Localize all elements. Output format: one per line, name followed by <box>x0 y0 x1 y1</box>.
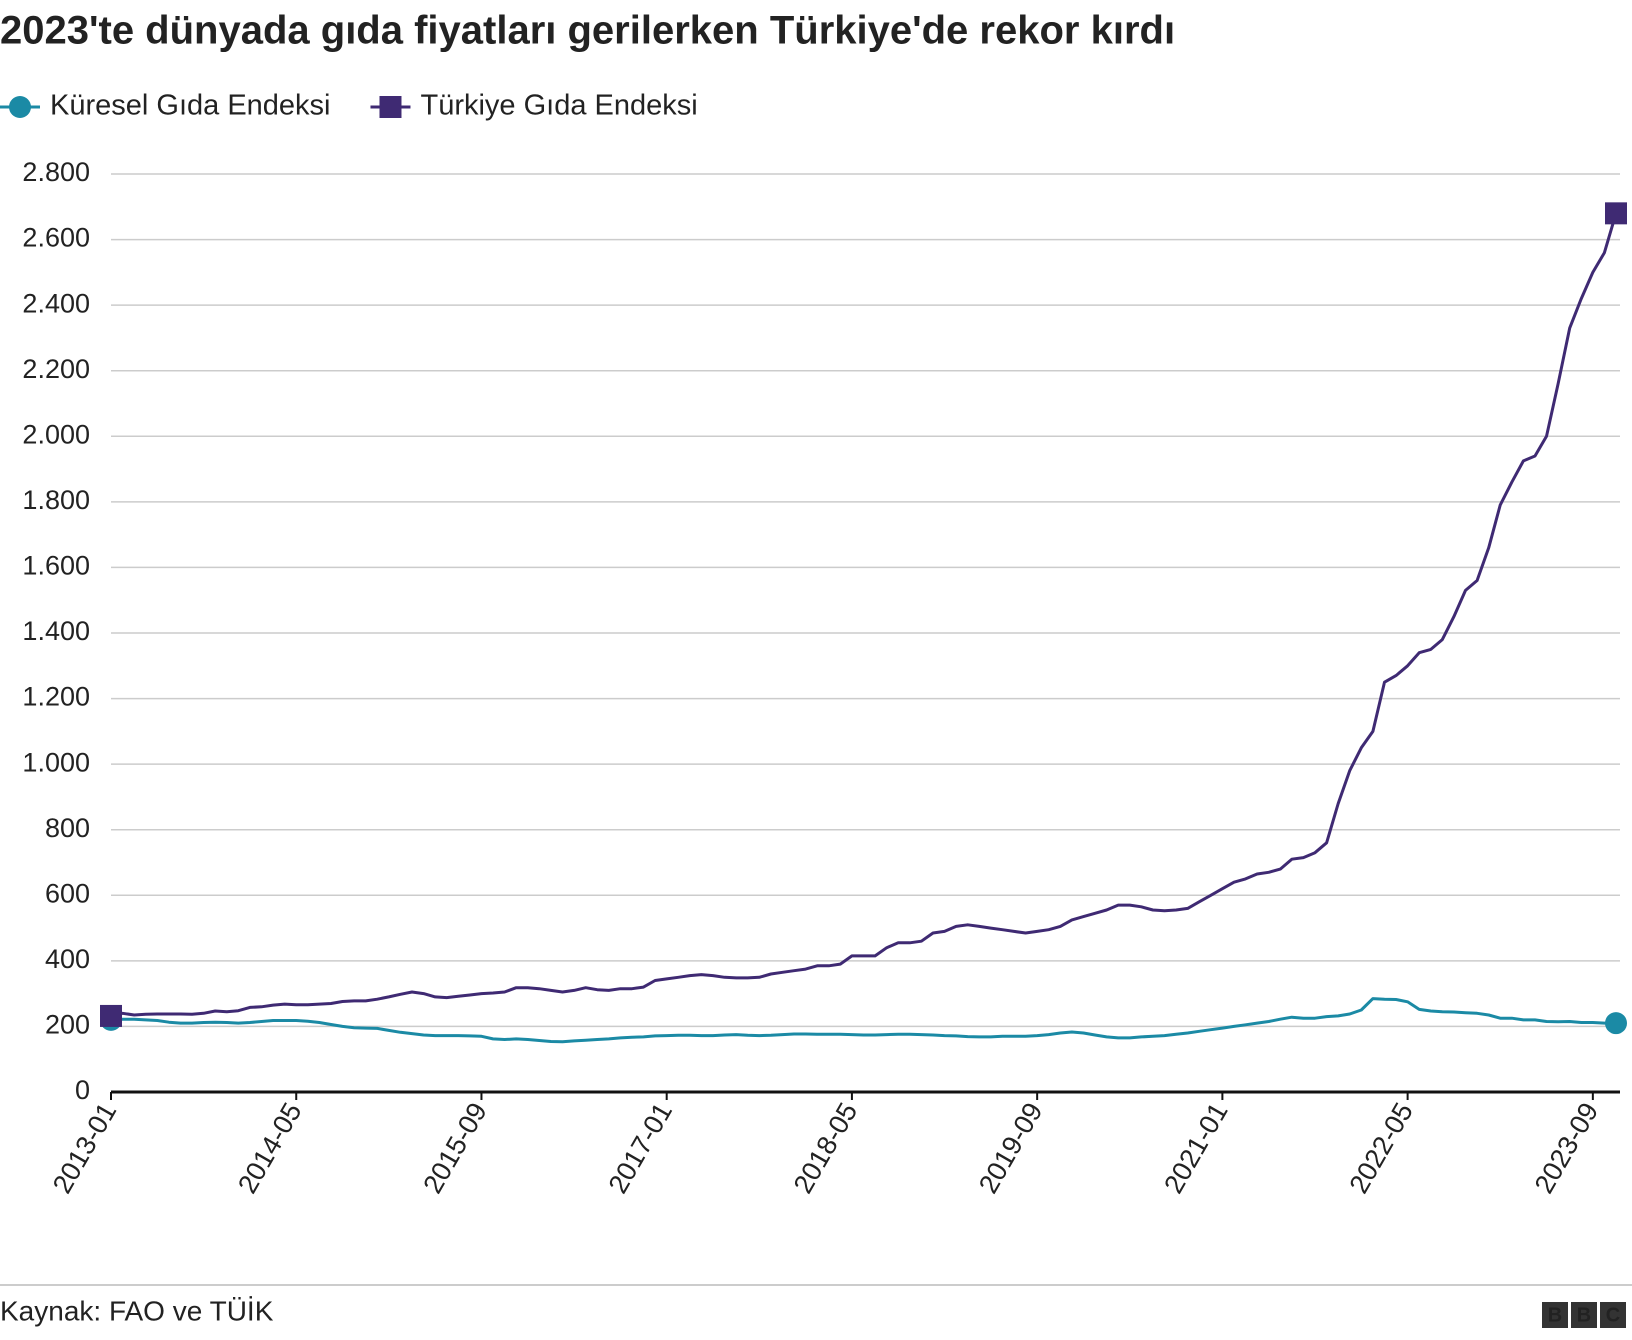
y-tick-label: 600 <box>45 878 90 908</box>
x-tick-label: 2013-01 <box>47 1098 123 1199</box>
end-marker <box>100 1004 122 1027</box>
y-tick-label: 1.600 <box>22 551 90 581</box>
x-tick-label: 2018-05 <box>788 1098 864 1199</box>
logo-letter: C <box>1606 1304 1620 1326</box>
chart-title: 2023'te dünyada gıda fiyatları gerilerke… <box>0 9 1175 53</box>
y-tick-label: 1.200 <box>22 682 90 712</box>
y-tick-label: 2.600 <box>22 223 90 253</box>
y-tick-label: 1.000 <box>22 747 90 777</box>
y-tick-label: 1.800 <box>22 485 90 515</box>
x-tick-label: 2023-09 <box>1529 1098 1605 1199</box>
series-line <box>110 212 1618 1018</box>
end-marker <box>1605 1012 1627 1035</box>
y-tick-label: 2.400 <box>22 288 90 318</box>
y-tick-label: 2.000 <box>22 419 90 449</box>
y-tick-label: 400 <box>45 944 90 974</box>
x-tick-label: 2022-05 <box>1343 1098 1419 1199</box>
y-tick-label: 200 <box>45 1010 90 1040</box>
end-marker <box>1605 202 1627 225</box>
y-tick-label: 2.200 <box>22 354 90 384</box>
x-tick-label: 2015-09 <box>417 1098 493 1199</box>
series-line <box>110 997 1616 1044</box>
logo-letter: B <box>1577 1304 1591 1326</box>
y-tick-label: 1.400 <box>22 616 90 646</box>
legend-label: Küresel Gıda Endeksi <box>50 90 330 122</box>
y-tick-label: 0 <box>75 1075 90 1105</box>
x-tick-label: 2014-05 <box>232 1098 308 1199</box>
y-tick-label: 2.800 <box>22 157 90 187</box>
logo <box>1542 1302 1626 1328</box>
x-tick-label: 2019-09 <box>973 1098 1049 1199</box>
legend-marker <box>379 96 402 118</box>
source: Kaynak: FAO ve TÜİK <box>0 1295 274 1326</box>
legend-label: Türkiye Gıda Endeksi <box>420 90 697 122</box>
legend-marker <box>9 96 31 118</box>
x-tick-label: 2017-01 <box>603 1098 679 1199</box>
logo-letter: B <box>1548 1304 1562 1326</box>
y-tick-label: 800 <box>45 813 90 843</box>
x-tick-label: 2021-01 <box>1158 1098 1234 1199</box>
